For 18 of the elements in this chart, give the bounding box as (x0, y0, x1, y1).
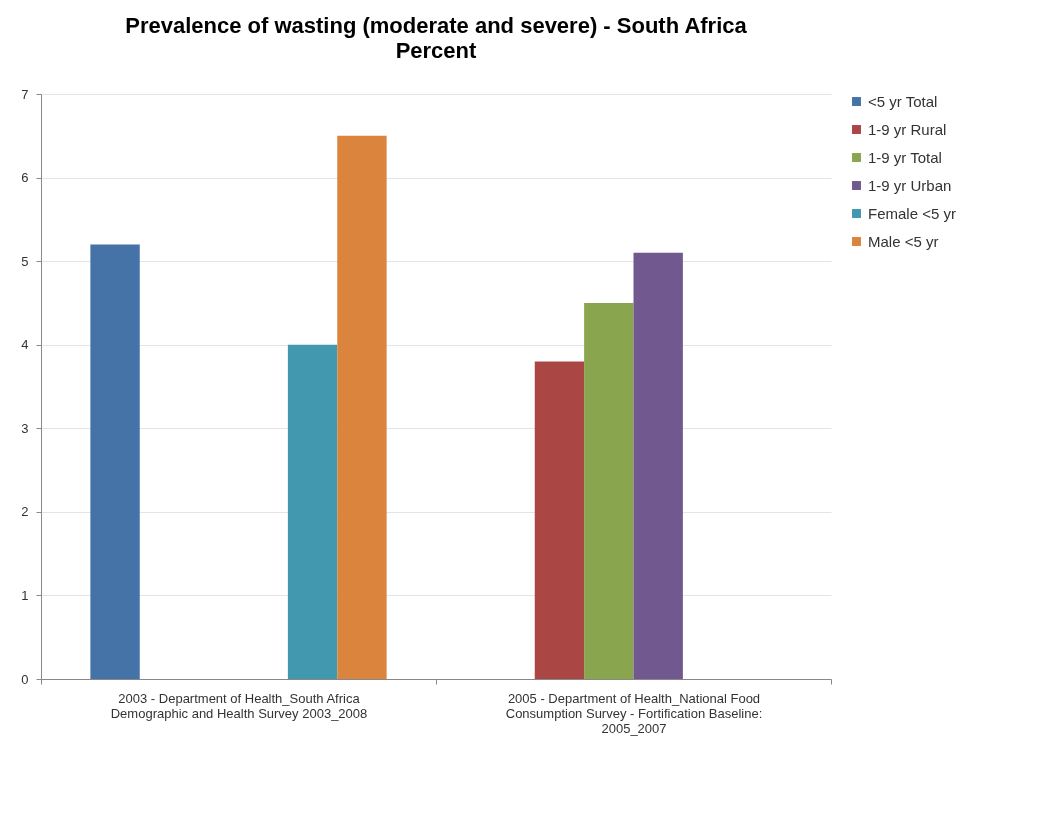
y-tick-label: 2 (21, 504, 29, 520)
y-tick-label: 1 (21, 587, 29, 603)
y-tick-label: 0 (21, 671, 29, 687)
legend-label: 1-9 yr Rural (868, 120, 947, 138)
legend-label: 1-9 yr Urban (868, 176, 952, 194)
y-tick-label: 7 (21, 86, 29, 102)
x-tick-label: 2003 - Department of Health_South Africa Demographic and Health Survey 2003_2008 (110, 690, 368, 721)
x-tick-label: 2005 - Department of Health_National Food Consumption Survey - Fortification Baseline: 2005_2007 (505, 690, 763, 736)
legend-label: Male <5 yr (868, 232, 939, 250)
legend-label: Female <5 yr (868, 204, 956, 222)
y-tick-label: 5 (21, 253, 29, 269)
y-tick-label: 4 (21, 337, 29, 353)
y-tick-label: 6 (21, 170, 29, 186)
chart-subtitle: Percent (395, 38, 478, 63)
y-tick-label: 3 (21, 420, 29, 436)
legend-label: <5 yr Total (868, 92, 938, 110)
legend-label: 1-9 yr Total (868, 148, 942, 166)
chart-title: Prevalence of wasting (moderate and severe) - South Africa (125, 13, 748, 38)
